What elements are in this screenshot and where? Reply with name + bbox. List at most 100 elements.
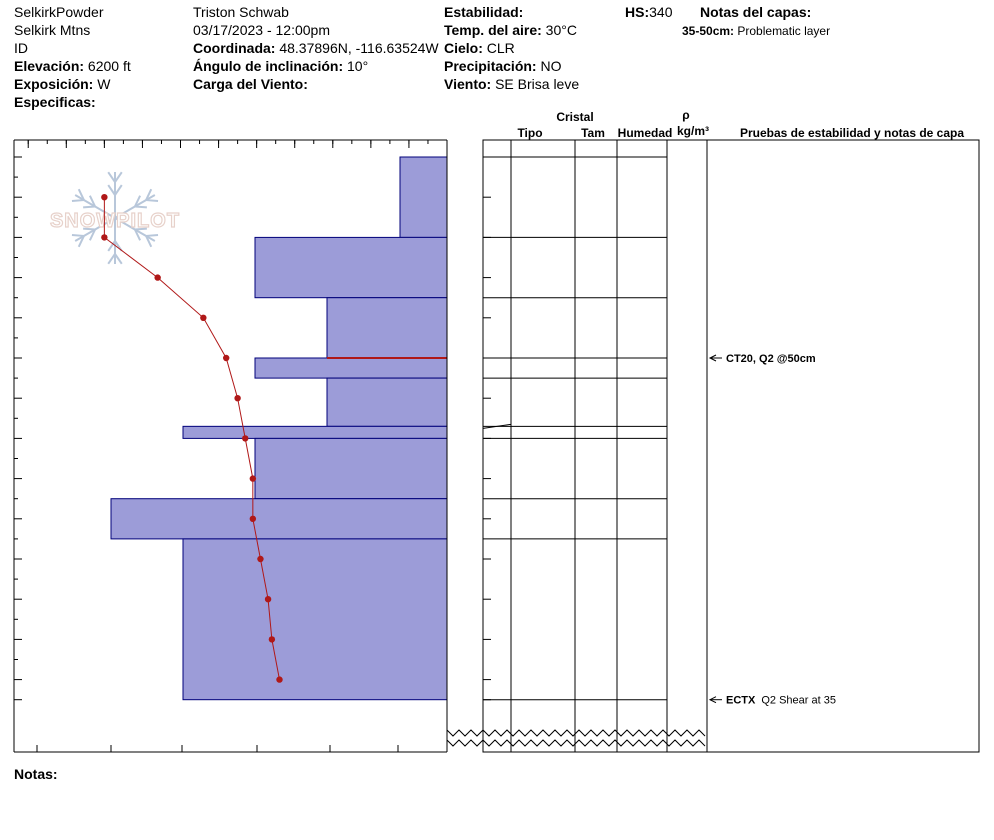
type-header: Tipo <box>517 126 542 140</box>
zigzag-line <box>446 729 706 737</box>
aspect-label: Exposición: <box>14 76 94 92</box>
snowflake-branch <box>114 253 123 265</box>
state: ID <box>14 40 28 56</box>
elevation-row: Elevación: 6200 ft <box>14 57 131 75</box>
temperature-point-12 <box>276 676 283 683</box>
wind-label: Viento: <box>444 76 492 92</box>
density-unit: kg/m³ <box>677 124 709 138</box>
location-name: SelkirkPowder <box>14 4 104 20</box>
snowflake-branch <box>134 229 142 241</box>
stability-test-label: ECTX <box>726 695 756 707</box>
hardness-layer-7 <box>110 498 448 540</box>
observer-name: Triston Schwab <box>193 4 289 20</box>
size-header: Tam <box>581 126 605 140</box>
snowflake-branch <box>145 234 159 237</box>
snowflake-branch <box>107 253 116 265</box>
hardness-layer-8 <box>182 538 448 701</box>
aspect-value: W <box>97 76 111 92</box>
snowflake-branch <box>114 171 123 183</box>
hs-label: HS: <box>625 4 650 20</box>
temperature-point-2 <box>154 274 161 281</box>
test-arrow-icon <box>708 696 717 704</box>
specifics-row: Especificas: <box>14 93 96 111</box>
elevation-label: Elevación: <box>14 58 85 74</box>
snowflake-branch <box>107 184 116 196</box>
temperature-point-8 <box>249 515 257 522</box>
snowpilot-watermark: SNOWPILOT <box>49 171 180 265</box>
temperature-point-10 <box>264 596 272 603</box>
temperature-point-7 <box>249 475 257 482</box>
snowflake-arm <box>74 194 116 219</box>
snowflake-branch <box>107 171 116 183</box>
specifics-label: Especificas: <box>14 94 96 110</box>
air-temp-row: Temp. del aire: 30°C <box>444 21 577 39</box>
stability-test-text: Q2 Shear at 35 <box>761 695 836 707</box>
slope-row: Ángulo de inclinación: 10° <box>193 57 368 75</box>
hardness-layer-0 <box>399 156 448 238</box>
temperature-point-0 <box>101 194 108 201</box>
left-plot-frame <box>13 139 448 753</box>
snowflake-branch <box>134 227 147 231</box>
hardness-layer-1 <box>254 236 448 299</box>
precip-value: NO <box>540 58 562 74</box>
slope-value: 10° <box>347 58 369 74</box>
moisture-header: Humedad <box>618 126 673 140</box>
temperature-point-11 <box>268 636 276 643</box>
snowflake-branch <box>107 240 116 252</box>
zigzag-line <box>446 739 706 747</box>
snowflake-branch <box>145 199 159 202</box>
snowflake-branch <box>145 188 153 201</box>
temperature-point-4 <box>222 354 230 362</box>
sky-label: Cielo: <box>444 40 483 56</box>
snowflake-branch <box>83 227 96 231</box>
notes-label: Notas: <box>14 766 58 782</box>
snowflake-branch <box>88 195 96 207</box>
layer-note-row: 35-50cm: Problematic layer <box>682 22 830 40</box>
stability-row: Estabilidad: <box>444 3 523 21</box>
layer-table <box>482 139 980 753</box>
elevation-value: 6200 ft <box>87 58 131 74</box>
sky-value: CLR <box>486 40 515 56</box>
hardness-layer-2 <box>326 297 448 359</box>
layer-note-range: 35-50cm: <box>682 24 735 38</box>
density-symbol: ρ <box>682 108 689 122</box>
coordinate-row: Coordinada: 48.37896N, -116.63524W <box>193 39 439 57</box>
tests-header: Pruebas de estabilidad y notas de capa <box>740 126 964 140</box>
hardness-layers <box>110 156 448 701</box>
snowflake-branch <box>71 199 85 202</box>
hs-row: HS:340 <box>625 3 672 21</box>
snowflake-branch <box>114 184 123 196</box>
temperature-point-1 <box>101 234 108 241</box>
temperature-profile <box>101 194 283 683</box>
table-connector-line <box>482 423 512 429</box>
slope-label: Ángulo de inclinación: <box>193 58 344 74</box>
temperature-point-9 <box>257 555 264 563</box>
snowflake-branch <box>134 205 147 209</box>
wind-value: SE Brisa leve <box>495 76 580 92</box>
temperature-point-3 <box>200 314 207 321</box>
snowflake-branch <box>83 205 96 209</box>
snowflake-arm <box>74 217 116 242</box>
temperature-point-6 <box>242 435 249 442</box>
hardness-layer-5 <box>182 425 448 439</box>
coordinate-label: Coordinada: <box>193 40 276 56</box>
depth-break-zigzag <box>446 729 706 747</box>
snowflake-branch <box>77 188 85 201</box>
stability-tests: CT20, Q2 @50cm ECTX Q2 Shear at 35 <box>708 353 836 707</box>
crystal-header: Cristal <box>556 110 593 124</box>
sky-row: Cielo: CLR <box>444 39 515 57</box>
snowflake-branch <box>145 235 153 248</box>
layer-notes-row: Notas del capas: <box>700 3 811 21</box>
snowflake-branch <box>77 235 85 248</box>
hardness-axis <box>36 745 399 752</box>
precip-row: Precipitación: NO <box>444 57 561 75</box>
snowflake-branch <box>71 234 85 237</box>
air-temp-label: Temp. del aire: <box>444 22 542 38</box>
snowflake-branch <box>88 229 96 241</box>
stability-test-label: CT20, Q2 @50cm <box>726 353 816 365</box>
stability-test-note: CT20, Q2 @50cm <box>726 353 816 365</box>
hs-value: 340 <box>649 4 673 20</box>
table-layer-rows <box>482 156 667 701</box>
hardness-layer-4 <box>326 377 448 427</box>
precip-label: Precipitación: <box>444 58 537 74</box>
